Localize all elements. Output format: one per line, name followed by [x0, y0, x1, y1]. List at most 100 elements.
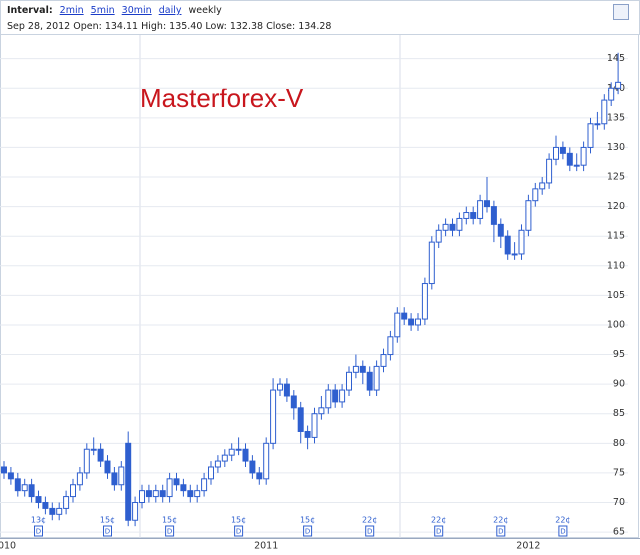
candle-body	[21, 484, 28, 492]
candle-body	[28, 484, 35, 498]
candle-body	[228, 448, 235, 456]
candle-body	[566, 152, 573, 166]
candle-body	[428, 241, 435, 285]
y-tick-label: 70	[613, 497, 625, 508]
candle-body	[118, 466, 125, 486]
candle-body	[421, 283, 428, 320]
candle-body	[456, 217, 463, 231]
candle-body	[490, 206, 497, 225]
candle-body	[166, 478, 173, 498]
candle-body	[311, 413, 318, 438]
candle-body	[601, 99, 608, 125]
candle-body	[14, 478, 21, 492]
candle-body	[304, 430, 311, 438]
candle-body	[470, 212, 477, 219]
candle-body	[221, 454, 228, 462]
plot-frame	[0, 34, 639, 538]
dividend-flag: D	[105, 528, 110, 536]
dividend-flag: D	[36, 528, 41, 536]
candle-body	[180, 484, 187, 492]
candle-body	[125, 442, 132, 521]
y-tick-label: 75	[613, 467, 625, 478]
y-tick-label: 110	[607, 260, 625, 271]
candle-body	[256, 472, 263, 480]
y-tick-label: 130	[607, 142, 625, 153]
dividend-flag-box	[303, 525, 313, 537]
candle-body	[339, 389, 346, 403]
candle-body	[525, 200, 532, 231]
candle-body	[373, 365, 380, 391]
y-tick-label: 95	[613, 349, 625, 360]
interval-link[interactable]: 5min	[90, 5, 115, 16]
dividend-flag: D	[167, 528, 172, 536]
candle-body	[532, 188, 539, 202]
dividend-flag: D	[560, 528, 565, 536]
candle-body	[263, 442, 270, 480]
candle-body	[504, 235, 511, 255]
candle-body	[352, 365, 359, 373]
y-tick-label: 145	[607, 53, 625, 64]
candle-body	[594, 123, 601, 126]
candle-body	[332, 389, 339, 403]
interval-link[interactable]: 30min	[121, 5, 152, 16]
candle-body	[484, 200, 490, 208]
candle-body	[7, 472, 14, 480]
candle-body	[104, 460, 111, 474]
dividend-label: 15¢	[100, 516, 115, 525]
current-interval: weekly	[188, 5, 222, 16]
candle-body	[83, 448, 90, 474]
candle-body	[401, 312, 408, 320]
x-tick-label: 2012	[516, 541, 540, 552]
dividend-flag-box	[234, 525, 244, 537]
interval-link[interactable]: daily	[158, 5, 182, 16]
chart-header: Interval: 2min 5min 30min daily weekly S…	[0, 0, 640, 35]
interval-link[interactable]: 2min	[59, 5, 84, 16]
dividend-label: 22¢	[493, 516, 508, 525]
interval-row: Interval: 2min 5min 30min daily weekly	[7, 5, 222, 16]
candle-body	[76, 472, 83, 486]
candle-body	[97, 448, 104, 462]
candle-body	[63, 496, 70, 509]
dividend-flag: D	[367, 528, 372, 536]
y-tick-label: 100	[607, 319, 625, 330]
dividend-flag-box	[558, 525, 568, 537]
expand-button[interactable]	[613, 4, 629, 20]
candle-body	[42, 501, 49, 509]
y-tick-label: 90	[613, 379, 625, 390]
candle-body	[56, 507, 63, 515]
candle-body	[132, 501, 139, 521]
y-tick-label: 120	[607, 201, 625, 212]
candle-body	[580, 146, 587, 166]
candle-body	[449, 223, 456, 231]
dividend-label: 13¢	[31, 516, 46, 525]
candle-body	[497, 223, 504, 237]
y-tick-label: 85	[613, 408, 625, 419]
candle-body	[290, 395, 297, 409]
dividend-label: 15¢	[231, 516, 246, 525]
dividend-flag-box	[103, 525, 112, 537]
candle-body	[70, 484, 76, 498]
candle-body	[346, 371, 352, 391]
candle-body	[380, 354, 387, 367]
candle-body	[553, 146, 559, 160]
candle-body	[587, 123, 594, 148]
candle-body	[511, 253, 518, 256]
dividend-flag-box	[365, 525, 375, 537]
candle-body	[35, 496, 42, 503]
candle-body	[249, 460, 256, 474]
dividend-label: 22¢	[362, 516, 377, 525]
dividend-flag: D	[305, 528, 310, 536]
dividend-label: 15¢	[162, 516, 177, 525]
candle-body	[463, 212, 470, 219]
candle-body	[90, 448, 97, 451]
candle-body	[297, 407, 304, 432]
candle-body	[152, 490, 159, 498]
candle-body	[187, 490, 194, 498]
dividend-flag-box	[496, 525, 506, 537]
y-tick-label: 105	[607, 290, 625, 301]
candle-body	[1, 466, 7, 474]
dividend-flag-box	[165, 525, 175, 537]
candle-body	[442, 223, 449, 231]
candle-body	[159, 490, 166, 498]
dividend-flag-box	[434, 525, 444, 537]
